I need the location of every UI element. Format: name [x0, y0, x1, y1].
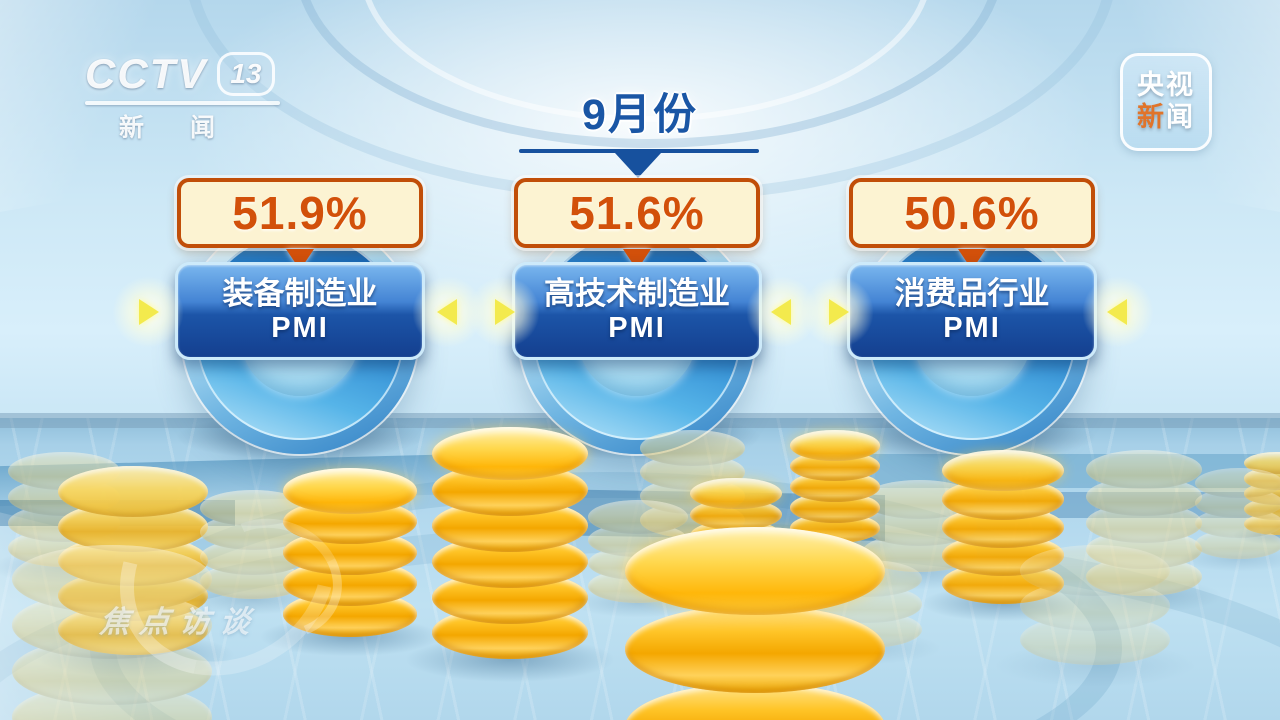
- value-badge: 51.6%: [514, 178, 760, 248]
- channel-number-badge: 13: [217, 52, 275, 96]
- value-badge: 50.6%: [849, 178, 1095, 248]
- arrow-left-icon: [1082, 276, 1154, 348]
- pmi-value: 51.6%: [569, 187, 705, 239]
- network-logo-rest-char: 闻: [1166, 102, 1195, 132]
- category-sublabel: PMI: [608, 311, 666, 344]
- header: 9月份: [0, 80, 1280, 142]
- arrow-left-icon: [746, 276, 818, 348]
- channel-logo-underline: [85, 101, 280, 105]
- floor-band: [1050, 492, 1280, 518]
- category-sublabel: PMI: [943, 311, 1001, 344]
- arrow-right-icon: [802, 276, 874, 348]
- category-panel: 装备制造业 PMI: [175, 262, 425, 360]
- header-underline: [519, 149, 759, 153]
- arrow-right-icon: [112, 276, 184, 348]
- network-logo-row1: 央视: [1137, 70, 1195, 101]
- network-logo: 央视 新闻: [1120, 53, 1212, 151]
- category-sublabel: PMI: [271, 311, 329, 344]
- program-watermark: 焦点访谈: [97, 606, 262, 639]
- arrow-left-icon: [412, 276, 484, 348]
- network-logo-row2: 新闻: [1137, 102, 1195, 134]
- value-badge: 51.9%: [177, 178, 423, 248]
- down-arrow-icon: [615, 153, 661, 178]
- network-logo-accent-char: 新: [1137, 102, 1166, 132]
- category-panel: 高技术制造业 PMI: [512, 262, 762, 360]
- channel-logo: CCTV 13 新闻: [85, 50, 280, 144]
- channel-name: CCTV: [85, 50, 208, 97]
- page-title: 9月份: [582, 91, 698, 139]
- pmi-value: 50.6%: [904, 187, 1040, 239]
- category-label: 高技术制造业: [544, 276, 730, 312]
- channel-caption: 新闻: [119, 114, 262, 142]
- pmi-value: 51.9%: [232, 187, 368, 239]
- category-panel: 消费品行业 PMI: [847, 262, 1097, 360]
- floor-band: [540, 488, 885, 542]
- pmi-column-consumer: 50.6% 消费品行业 PMI: [842, 0, 1102, 480]
- category-label: 消费品行业: [894, 276, 1050, 312]
- pmi-column-hightech: 51.6% 高技术制造业 PMI: [507, 0, 767, 480]
- category-label: 装备制造业: [222, 276, 378, 312]
- arrow-right-icon: [468, 276, 540, 348]
